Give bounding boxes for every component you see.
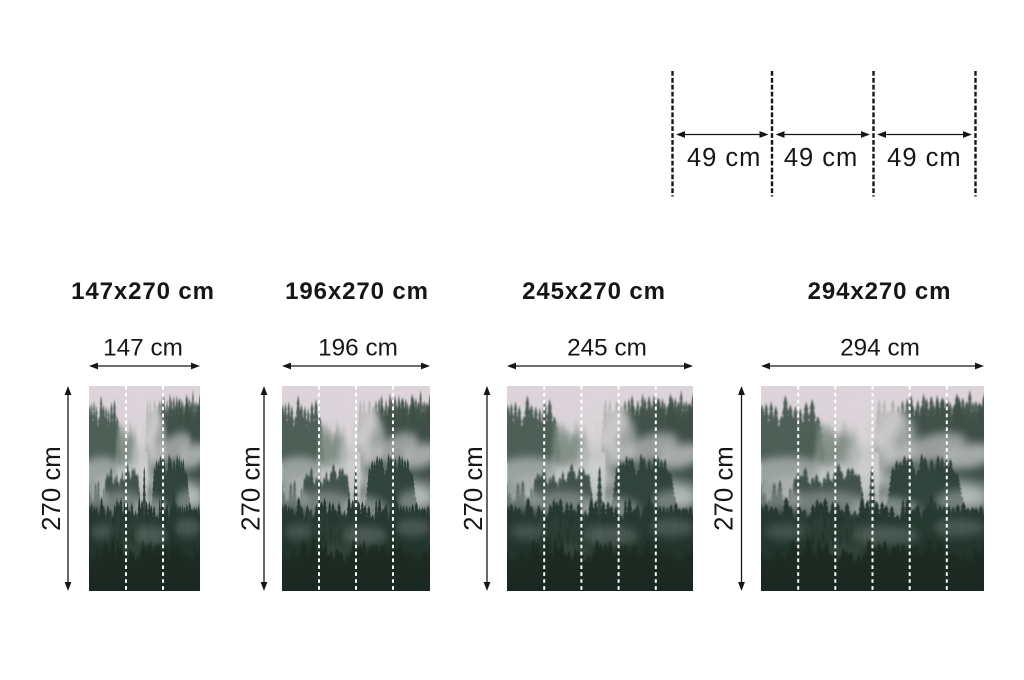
svg-text:49 cm: 49 cm — [887, 144, 961, 172]
svg-text:196 cm: 196 cm — [318, 335, 398, 362]
svg-text:49 cm: 49 cm — [687, 144, 761, 172]
svg-text:245x270 cm: 245x270 cm — [522, 278, 666, 305]
svg-text:196x270 cm: 196x270 cm — [285, 278, 429, 305]
svg-text:270 cm: 270 cm — [460, 446, 488, 531]
svg-text:49 cm: 49 cm — [784, 144, 858, 172]
svg-text:147x270 cm: 147x270 cm — [71, 278, 215, 305]
svg-text:270 cm: 270 cm — [711, 446, 739, 531]
svg-text:270 cm: 270 cm — [238, 446, 266, 531]
svg-text:245 cm: 245 cm — [567, 335, 647, 362]
svg-text:147 cm: 147 cm — [103, 335, 183, 362]
svg-text:294 cm: 294 cm — [840, 335, 920, 362]
svg-text:270 cm: 270 cm — [38, 446, 66, 531]
svg-text:294x270 cm: 294x270 cm — [808, 278, 952, 305]
